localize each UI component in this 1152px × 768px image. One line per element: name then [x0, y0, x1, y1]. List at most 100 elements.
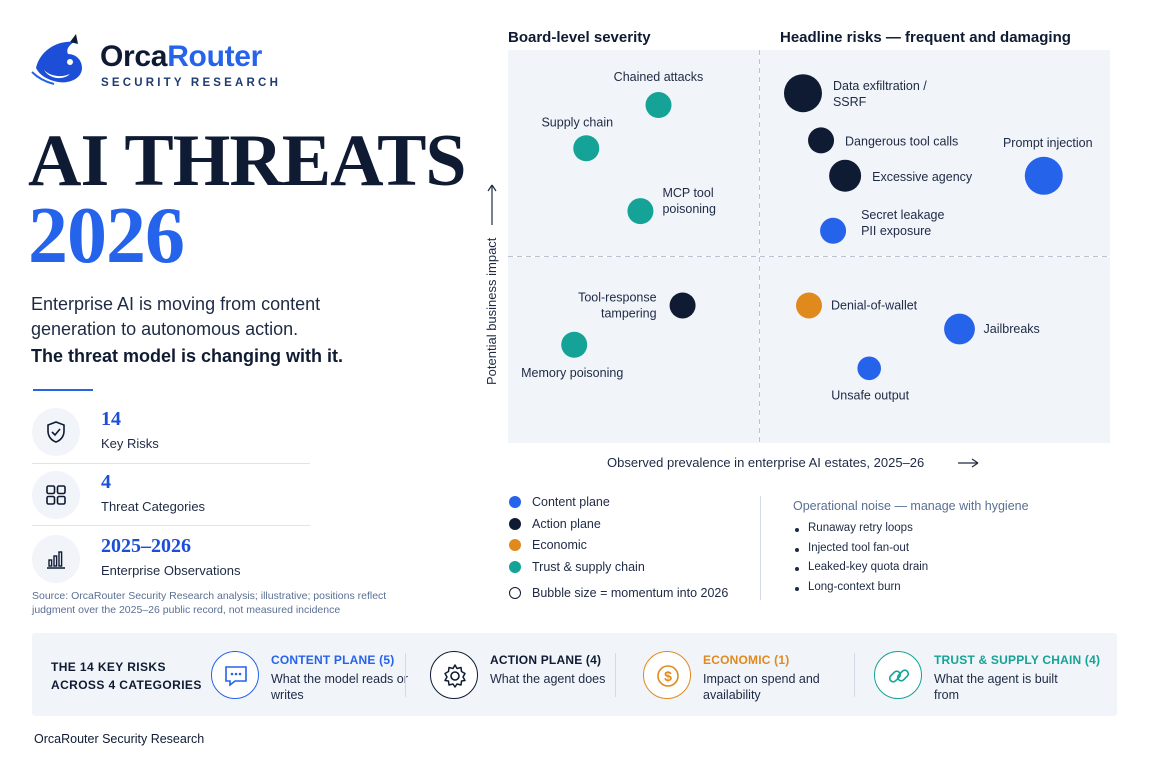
- bubble-label: Unsafe output: [831, 388, 909, 402]
- category-title: TRUST & SUPPLY CHAIN (4): [934, 653, 1101, 667]
- brand-name: OrcaRouter: [100, 40, 263, 73]
- legend-item-action: Action plane: [508, 516, 748, 538]
- category-icon-ring: [430, 651, 478, 699]
- y-axis-arrow-head: [487, 184, 497, 192]
- legend-label: Action plane: [532, 516, 601, 531]
- accent-rule: [33, 389, 93, 391]
- noise-title: Operational noise — manage with hygiene: [793, 499, 1029, 513]
- stat-value: 4: [101, 471, 111, 493]
- categories-band: THE 14 KEY RISKS ACROSS 4 CATEGORIES CON…: [32, 633, 1117, 716]
- noise-item: Long-context burn: [793, 581, 1113, 601]
- stat-label: Threat Categories: [101, 499, 206, 514]
- noise-item: Runaway retry loops: [793, 522, 1113, 542]
- bubble-jailbreaks: [944, 313, 975, 345]
- legend-dot: [509, 517, 521, 530]
- divider: [32, 525, 310, 526]
- legend-label: Content plane: [532, 495, 610, 509]
- orca-logo-icon: [31, 34, 82, 85]
- stat-label: Key Risks: [101, 436, 159, 451]
- brand-header: OrcaRouter: [30, 30, 330, 94]
- dollar-icon: $: [657, 665, 679, 687]
- bubble-supply-chain: [573, 135, 600, 162]
- stat-value: 14: [101, 408, 121, 430]
- category-desc: Impact on spend and availability: [703, 672, 820, 702]
- stat-icon-bg: [32, 535, 80, 583]
- page-year: 2026: [28, 192, 185, 280]
- divider: [32, 463, 310, 464]
- y-axis-label: Potential business impact: [484, 237, 499, 385]
- x-axis-label: Observed prevalence in enterprise AI est…: [607, 455, 924, 470]
- gear-icon: [444, 664, 466, 688]
- bubble-label: Prompt injection: [1003, 136, 1093, 150]
- category-icon-ring: $: [643, 651, 691, 699]
- band-label: THE 14 KEY RISKS ACROSS 4 CATEGORIES: [51, 658, 202, 694]
- bubble-label: Tool-response tampering: [578, 290, 657, 320]
- bubble-unsafe-output: [857, 356, 881, 381]
- legend-item-economic: Economic: [508, 537, 748, 559]
- intro-text: Enterprise AI is moving from content gen…: [31, 294, 321, 339]
- legend-dot: [509, 560, 521, 573]
- bubble-label: Denial-of-wallet: [831, 298, 918, 312]
- bubble-dangerous-tool-calls: [808, 127, 835, 154]
- legend-dot: [509, 539, 521, 551]
- bubble-label: Secret leakage PII exposure: [861, 208, 944, 238]
- quadrant-label-top-right: Headline risks — frequent and damaging: [780, 29, 1071, 46]
- legend-item-bubble-size: Bubble size = momentum into 2026: [508, 585, 748, 607]
- legend-label: Economic: [532, 538, 587, 552]
- bubble-mcp-tool-poisoning: [627, 198, 654, 225]
- noise-item: Leaked-key quota drain: [793, 561, 1113, 581]
- svg-text:$: $: [664, 668, 672, 684]
- risk-matrix-chart: Board-level severity Headline risks — fr…: [470, 20, 1130, 480]
- stat-icon-bg: [32, 408, 80, 456]
- stat-observations: 2025–2026 Enterprise Observations: [32, 533, 310, 589]
- legend-separator: [760, 496, 761, 600]
- legend-label: Bubble size = momentum into 2026: [532, 586, 729, 600]
- category-desc: What the agent is built from: [934, 672, 1058, 702]
- link-icon: [888, 669, 910, 683]
- grid-icon: [46, 485, 66, 505]
- quadrant-br: [760, 257, 1110, 443]
- noise-list: Runaway retry loops Injected tool fan-ou…: [793, 522, 1113, 600]
- legend-item-trust: Trust & supply chain: [508, 559, 748, 581]
- bubble-data-exfiltration-ssrf: [783, 74, 822, 113]
- bubble-label: Chained attacks: [614, 70, 704, 84]
- operational-noise-panel: Operational noise — manage with hygiene …: [793, 499, 1113, 600]
- chat-icon: [225, 666, 247, 687]
- category-separator: [405, 653, 406, 697]
- category-separator: [615, 653, 616, 697]
- footer-credit: OrcaRouter Security Research: [34, 732, 205, 746]
- stat-icon-bg: [32, 471, 80, 519]
- bubble-excessive-agency: [829, 159, 862, 192]
- stat-threat-categories: 4 Threat Categories: [32, 469, 310, 525]
- bubble-chained-attacks: [645, 92, 672, 119]
- category-desc: What the model reads or writes: [271, 672, 408, 702]
- quadrant-label-top-left: Board-level severity: [508, 29, 651, 46]
- category-title: ECONOMIC (1): [703, 653, 790, 667]
- bubble-label: Jailbreaks: [984, 322, 1040, 336]
- band-label-line2: ACROSS 4 CATEGORIES: [51, 678, 202, 692]
- category-desc: What the agent does: [490, 672, 606, 686]
- quadrant-bl: [508, 257, 759, 443]
- chart-svg: Board-level severity Headline risks — fr…: [484, 29, 1110, 470]
- bubble-label: MCP tool poisoning: [662, 186, 716, 216]
- bubble-label: Memory poisoning: [521, 366, 623, 380]
- bubble-memory-poisoning: [561, 331, 588, 358]
- bubble-secret-leakage-pii-exposure: [820, 217, 847, 244]
- band-label-line1: THE 14 KEY RISKS: [51, 660, 166, 674]
- source-note: Source: OrcaRouter Security Research ana…: [32, 590, 387, 616]
- bubble-label: Supply chain: [541, 115, 613, 129]
- x-axis-arrow-head: [971, 458, 979, 468]
- legend-hollow-dot: [509, 587, 521, 599]
- bubble-prompt-injection: [1024, 156, 1063, 195]
- category-icon-ring: [211, 651, 259, 699]
- category-title: ACTION PLANE (4): [490, 653, 602, 667]
- bubble-tool-response-tampering: [669, 292, 696, 319]
- category-title: CONTENT PLANE (5): [271, 653, 395, 667]
- chart-legend: Content plane Action plane Economic Trus…: [508, 494, 748, 607]
- brand-subtitle: SECURITY RESEARCH: [101, 77, 282, 89]
- stat-label: Enterprise Observations: [101, 563, 241, 578]
- stat-value: 2025–2026: [101, 535, 191, 557]
- category-separator: [854, 653, 855, 697]
- y-axis-label-group: Potential business impact: [484, 184, 499, 385]
- category-icon-ring: [874, 651, 922, 699]
